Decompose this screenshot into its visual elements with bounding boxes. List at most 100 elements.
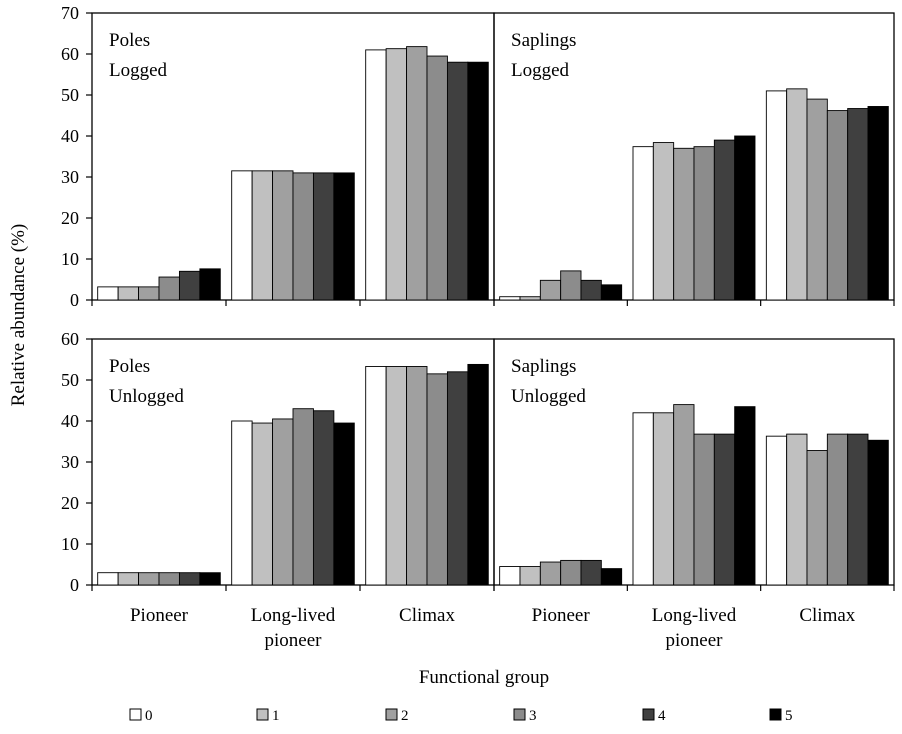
- y-tick-label: 10: [61, 249, 79, 269]
- bar: [786, 433, 808, 586]
- legend-item: 5: [769, 708, 793, 724]
- panel-sublabel: Unlogged: [109, 386, 184, 407]
- bar: [499, 566, 521, 586]
- legend-swatch: [385, 708, 398, 721]
- bar: [446, 371, 469, 586]
- bar: [97, 572, 119, 586]
- bar: [765, 90, 788, 301]
- bar: [867, 439, 889, 586]
- bar: [560, 559, 582, 586]
- chart-panel: 0 10 20 30 40 50 60 Pioneer Long-lived pioneer Cli…: [61, 329, 495, 651]
- bar: [632, 146, 654, 301]
- y-tick-label: 20: [61, 493, 79, 513]
- y-tick-label: 70: [61, 3, 79, 23]
- chart-panel: 0 10 20 30 40 50 60 70 Poles Logged: [61, 3, 495, 310]
- bar: [652, 412, 675, 586]
- legend-swatch: [256, 708, 269, 721]
- bar: [693, 146, 715, 301]
- bar: [826, 110, 849, 301]
- bar: [138, 286, 160, 301]
- bar: [446, 61, 469, 301]
- bar: [272, 418, 294, 586]
- x-tick-label: Climax: [799, 605, 855, 626]
- bar: [467, 61, 489, 301]
- x-tick-label: Pioneer: [130, 605, 189, 626]
- bar: [385, 366, 408, 586]
- panel-sublabel: Logged: [511, 60, 570, 81]
- panel-sublabel: Logged: [109, 60, 168, 81]
- bar: [713, 433, 736, 586]
- bar: [333, 422, 355, 586]
- bar: [365, 366, 387, 586]
- bar: [272, 170, 294, 301]
- bar: [138, 572, 160, 586]
- x-tick-label: pioneer: [666, 630, 724, 651]
- bar: [251, 170, 274, 301]
- bar: [765, 435, 788, 586]
- bar: [734, 406, 756, 586]
- bar: [312, 172, 335, 301]
- bar: [847, 108, 869, 301]
- bar: [158, 276, 180, 301]
- bar: [158, 572, 180, 586]
- bar: [652, 142, 675, 301]
- panel-label: Poles: [109, 30, 150, 51]
- bar: [713, 139, 736, 301]
- bar: [292, 408, 314, 586]
- legend-item: 0: [129, 708, 153, 724]
- legend-label: 3: [529, 708, 537, 724]
- bar: [333, 172, 355, 301]
- x-axis-label: Functional group: [419, 667, 549, 688]
- legend-label: 5: [785, 708, 793, 724]
- bar: [178, 270, 201, 301]
- legend: 0 1 2 3 4 5: [129, 708, 793, 724]
- legend-swatch: [513, 708, 526, 721]
- bar: [406, 366, 428, 586]
- bar: [231, 170, 253, 301]
- legend-item: 2: [385, 708, 409, 724]
- bar: [231, 420, 253, 586]
- bar: [519, 566, 541, 586]
- bar: [806, 450, 828, 586]
- bar: [251, 422, 274, 586]
- bar: [673, 147, 695, 301]
- bar: [385, 48, 408, 301]
- bar: [365, 49, 387, 301]
- legend-label: 1: [272, 708, 280, 724]
- bar: [519, 296, 541, 301]
- bar: [806, 98, 828, 301]
- y-tick-label: 50: [61, 85, 79, 105]
- y-tick-label: 60: [61, 329, 79, 349]
- y-tick-label: 40: [61, 126, 79, 146]
- y-tick-label: 0: [70, 290, 79, 310]
- legend-item: 1: [256, 708, 280, 724]
- bar: [426, 373, 448, 586]
- y-tick-label: 30: [61, 452, 79, 472]
- bar: [847, 433, 869, 586]
- y-tick-label: 40: [61, 411, 79, 431]
- bar: [580, 279, 602, 301]
- legend-label: 2: [401, 708, 409, 724]
- y-tick-label: 10: [61, 534, 79, 554]
- bar: [673, 404, 695, 586]
- y-axis-label: Relative abundance (%): [8, 224, 29, 407]
- bar: [199, 572, 221, 586]
- bar: [600, 568, 623, 586]
- bar: [560, 270, 582, 301]
- x-tick-label: pioneer: [265, 630, 323, 651]
- chart-panel: Saplings Logged: [493, 12, 895, 306]
- bar: [199, 268, 221, 301]
- bar: [467, 363, 489, 586]
- bar: [406, 46, 428, 301]
- panel-label: Saplings: [511, 356, 576, 377]
- x-tick-label: Pioneer: [532, 605, 591, 626]
- bar: [826, 433, 849, 586]
- bar: [97, 286, 119, 301]
- legend-swatch: [129, 708, 142, 721]
- panel-label: Poles: [109, 356, 150, 377]
- bar: [426, 55, 448, 301]
- legend-item: 4: [642, 708, 666, 724]
- chart-panel: Pioneer Long-lived pioneer Climax Saplings Un…: [493, 338, 895, 651]
- legend-label: 4: [658, 708, 666, 724]
- legend-item: 3: [513, 708, 537, 724]
